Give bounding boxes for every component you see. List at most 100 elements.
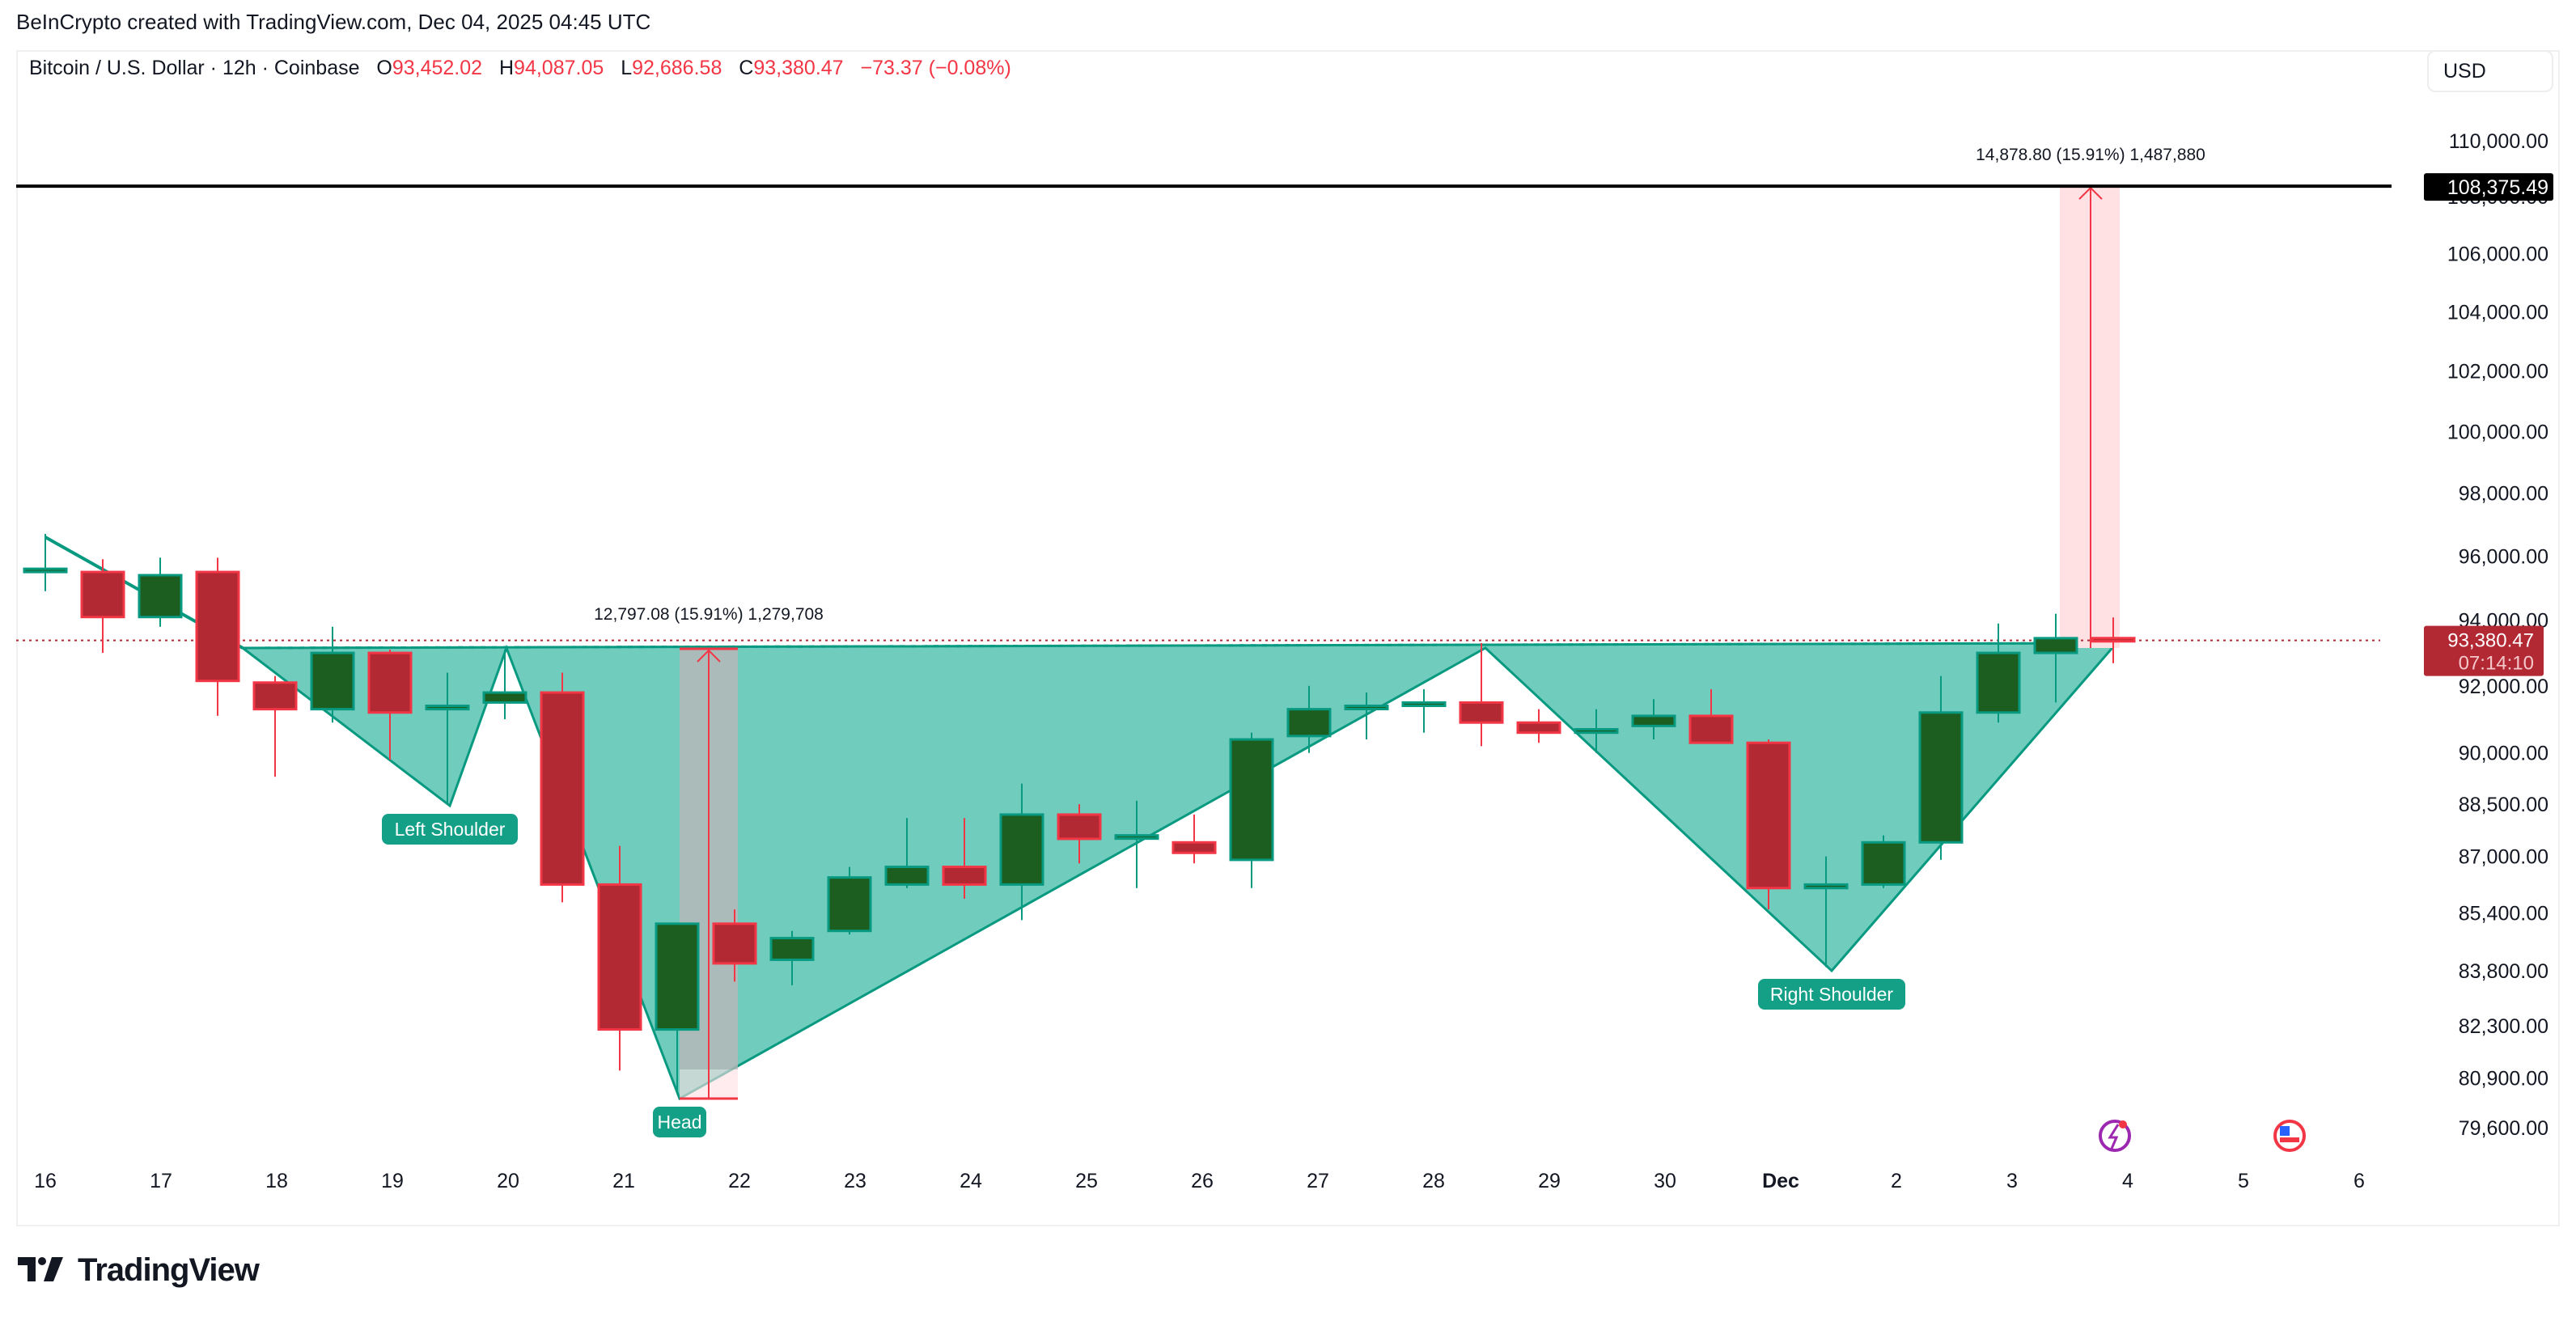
candle-body[interactable]: [884, 866, 930, 886]
chart-panel[interactable]: [16, 50, 2560, 1226]
candle-body[interactable]: [195, 570, 240, 683]
candle-body[interactable]: [80, 570, 125, 619]
last-price-label: 93,380.47: [2447, 630, 2534, 652]
time-tick: 23: [844, 1170, 866, 1192]
candle-body[interactable]: [1746, 741, 1791, 890]
candle-body[interactable]: [1057, 813, 1102, 841]
close-label: C: [739, 57, 754, 79]
lightning-icon: [2108, 1124, 2120, 1150]
pattern-shape: [239, 642, 2120, 1101]
currency-button[interactable]: USD: [2427, 50, 2553, 92]
time-tick: 29: [1538, 1170, 1561, 1192]
price-tick: 82,300.00: [2459, 1015, 2548, 1038]
arrow-head-icon: [697, 649, 721, 663]
time-tick: 25: [1075, 1170, 1098, 1192]
time-tick: 26: [1191, 1170, 1214, 1192]
time-tick: 28: [1422, 1170, 1445, 1192]
chart-credit: BeInCrypto created with TradingView.com,…: [16, 10, 651, 34]
time-tick: 18: [265, 1170, 288, 1192]
price-tick: 85,400.00: [2459, 903, 2548, 925]
time-tick: 21: [612, 1170, 635, 1192]
time-tick: 4: [2122, 1170, 2133, 1192]
candle-body[interactable]: [597, 883, 642, 1031]
candle-body[interactable]: [1344, 705, 1389, 711]
candle-body[interactable]: [1803, 883, 1849, 890]
candle-body[interactable]: [1574, 728, 1619, 735]
candle-body[interactable]: [942, 866, 987, 886]
price-tick: 79,600.00: [2459, 1117, 2548, 1140]
price-tick: 90,000.00: [2459, 743, 2548, 765]
candle-body[interactable]: [769, 937, 815, 961]
tradingview-logo[interactable]: TradingView: [18, 1251, 260, 1288]
candle-body[interactable]: [1114, 834, 1159, 841]
head-label: Head: [658, 1112, 702, 1133]
candle-body[interactable]: [2091, 637, 2136, 643]
time-tick: 16: [34, 1170, 57, 1192]
candle-body[interactable]: [2033, 637, 2078, 654]
target-price-badge: [2424, 173, 2553, 201]
candle-body[interactable]: [23, 567, 68, 574]
price-tick: 102,000.00: [2447, 361, 2548, 383]
candle-body[interactable]: [540, 691, 585, 886]
time-tick: 24: [960, 1170, 982, 1192]
price-tick: 87,000.00: [2459, 846, 2548, 869]
time-tick: Dec: [1762, 1170, 1799, 1192]
candle-body[interactable]: [1286, 708, 1332, 738]
price-tick: 106,000.00: [2447, 243, 2548, 266]
time-tick: 2: [1891, 1170, 1902, 1192]
candle-body[interactable]: [1631, 714, 1676, 727]
price-tick: 98,000.00: [2459, 483, 2548, 506]
price-tick: 92,000.00: [2459, 675, 2548, 698]
candle-body[interactable]: [252, 681, 298, 711]
high-value: 94,087.05: [514, 57, 604, 79]
candle-body[interactable]: [425, 705, 470, 711]
right-shoulder-badge: [1758, 979, 1905, 1010]
candle-body[interactable]: [367, 651, 413, 714]
time-tick: 17: [150, 1170, 172, 1192]
time-tick: 5: [2238, 1170, 2249, 1192]
ai-event-icon[interactable]: [2099, 1120, 2131, 1152]
time-tick: 27: [1307, 1170, 1329, 1192]
low-label: L: [621, 57, 633, 79]
candle-body[interactable]: [712, 922, 757, 965]
change-value: −73.37 (−0.08%): [860, 57, 1011, 79]
target-price-label: 108,375.49: [2447, 176, 2548, 199]
candle-body[interactable]: [999, 813, 1044, 886]
flag-canton: [2280, 1126, 2290, 1136]
time-tick: 19: [381, 1170, 404, 1192]
time-tick: 6: [2354, 1170, 2365, 1192]
time-tick: 30: [1654, 1170, 1676, 1192]
open-value: 93,452.02: [392, 57, 483, 79]
candle-body[interactable]: [1976, 651, 2021, 714]
head-badge: [653, 1107, 706, 1137]
target-measure-label: 14,878.80 (15.91%) 1,487,880: [1976, 146, 2205, 164]
candle-body[interactable]: [1401, 701, 1447, 708]
time-tick: 20: [497, 1170, 519, 1192]
tradingview-wordmark: TradingView: [78, 1251, 260, 1288]
flag-stripe: [2280, 1137, 2299, 1142]
price-tick: 100,000.00: [2447, 421, 2548, 443]
candle-body[interactable]: [655, 922, 700, 1031]
left-shoulder-badge: [382, 814, 518, 845]
right-shoulder-label: Right Shoulder: [1770, 984, 1893, 1005]
last-price-badge: [2424, 625, 2544, 676]
candle-body[interactable]: [827, 876, 872, 933]
price-tick: 104,000.00: [2447, 302, 2548, 324]
candle-body[interactable]: [1861, 841, 1906, 886]
candle-body[interactable]: [482, 691, 527, 704]
low-value: 92,686.58: [632, 57, 722, 79]
symbol-legend: Bitcoin / U.S. Dollar · 12h · Coinbase O…: [29, 57, 1023, 80]
candle-body[interactable]: [1688, 714, 1734, 744]
candle-body[interactable]: [310, 651, 355, 711]
candle-body[interactable]: [138, 574, 183, 619]
candle-body[interactable]: [1229, 738, 1274, 862]
price-tick: 80,900.00: [2459, 1068, 2548, 1090]
candle-body[interactable]: [1459, 701, 1504, 724]
candle-body[interactable]: [1918, 711, 1964, 844]
candle-body[interactable]: [1171, 841, 1217, 854]
close-value: 93,380.47: [753, 57, 844, 79]
left-shoulder-label: Left Shoulder: [395, 819, 506, 840]
open-label: O: [376, 57, 392, 79]
candle-body[interactable]: [1516, 721, 1561, 735]
